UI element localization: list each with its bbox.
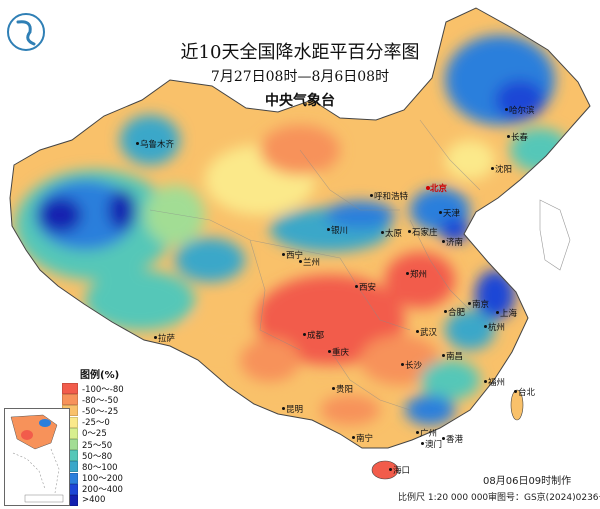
legend-row: -80～-50 <box>62 394 168 406</box>
city-xining: 西宁 <box>281 251 304 261</box>
legend-label: -25～0 <box>82 418 110 429</box>
city-wuhan: 武汉 <box>415 328 438 338</box>
city-jinan: 济南 <box>441 238 464 248</box>
legend-label: 80～100 <box>82 462 118 473</box>
city-nanning: 南宁 <box>351 434 374 444</box>
hainan-island <box>371 460 399 480</box>
legend: 图例(%) -100～-80 -80～-50 -50～-25 -25～0 0～25 25～… <box>62 366 168 506</box>
legend-label: 100～200 <box>82 474 123 485</box>
city-shenyang: 沈阳 <box>490 165 513 175</box>
city-hefei: 合肥 <box>443 308 466 318</box>
legend-label: 0～25 <box>82 429 107 440</box>
map-title: 近10天全国降水距平百分率图 <box>180 42 420 63</box>
city-chengdu: 成都 <box>302 331 325 341</box>
city-guiyang: 贵阳 <box>331 385 354 395</box>
legend-row: 80～100 <box>62 461 168 473</box>
city-beijing: 北京 <box>425 184 448 194</box>
scale-text: 比例尺 1:20 000 000 <box>398 493 489 503</box>
legend-title: 图例(%) <box>80 370 120 381</box>
city-hohhot: 呼和浩特 <box>369 192 409 202</box>
legend-row: 50～80 <box>62 450 168 462</box>
legend-label: -80～-50 <box>82 395 119 406</box>
city-hongkong: 香港 <box>441 435 464 445</box>
legend-label: 200～400 <box>82 485 123 496</box>
city-nanjing: 南京 <box>467 300 490 310</box>
city-macao: 澳门 <box>420 440 443 450</box>
city-harbin: 哈尔滨 <box>505 106 535 116</box>
city-taiyuan: 太原 <box>380 229 403 239</box>
legend-swatch <box>62 383 78 395</box>
legend-label: 50～80 <box>82 451 113 462</box>
legend-label: >400 <box>82 495 106 506</box>
city-hangzhou: 杭州 <box>483 323 506 333</box>
legend-row: 25～50 <box>62 439 168 451</box>
city-yinchuan: 银川 <box>326 226 349 236</box>
taiwan-island <box>510 389 524 421</box>
legend-label: -50～-25 <box>82 406 119 417</box>
city-tianjin: 天津 <box>438 209 461 219</box>
city-taipei: 台北 <box>513 388 536 398</box>
legend-row: -100～-80 <box>62 383 168 395</box>
legend-row: -50～-25 <box>62 405 168 417</box>
city-chongqing: 重庆 <box>327 348 350 358</box>
city-nanchang: 南昌 <box>441 352 464 362</box>
map-publisher: 中央气象台 <box>265 93 335 109</box>
city-zhengzhou: 郑州 <box>405 270 428 280</box>
city-guangzhou: 广州 <box>415 429 438 439</box>
map-period: 7月27日08时—8月6日08时 <box>210 69 390 85</box>
legend-row: -25～0 <box>62 416 168 429</box>
legend-row: 0～25 <box>62 427 168 440</box>
legend-row: 100～200 <box>62 472 168 485</box>
made-time: 08月06日09时制作 <box>483 476 572 487</box>
city-lanzhou: 兰州 <box>298 258 321 268</box>
legend-swatch <box>62 394 78 406</box>
city-changchun: 长春 <box>506 133 529 143</box>
city-haikou: 海口 <box>388 466 411 476</box>
city-urumqi: 乌鲁木齐 <box>135 140 175 150</box>
cma-logo <box>7 13 45 51</box>
city-shanghai: 上海 <box>495 309 518 319</box>
city-kunming: 昆明 <box>281 405 304 415</box>
legend-label: 25～50 <box>82 440 113 451</box>
legend-label: -100～-80 <box>82 384 124 395</box>
city-lhasa: 拉萨 <box>153 334 176 344</box>
approval-number: 审图号：GS京(2024)0236号 <box>488 493 600 503</box>
city-xian: 西安 <box>354 283 377 293</box>
city-changsha: 长沙 <box>400 361 423 371</box>
legend-row: >400 <box>62 494 168 506</box>
city-fuzhou: 福州 <box>483 378 506 388</box>
city-shijiazhuang: 石家庄 <box>408 228 438 238</box>
korea-outline <box>539 199 571 271</box>
legend-row: 200～400 <box>62 483 168 496</box>
south-china-sea-inset <box>4 408 70 506</box>
